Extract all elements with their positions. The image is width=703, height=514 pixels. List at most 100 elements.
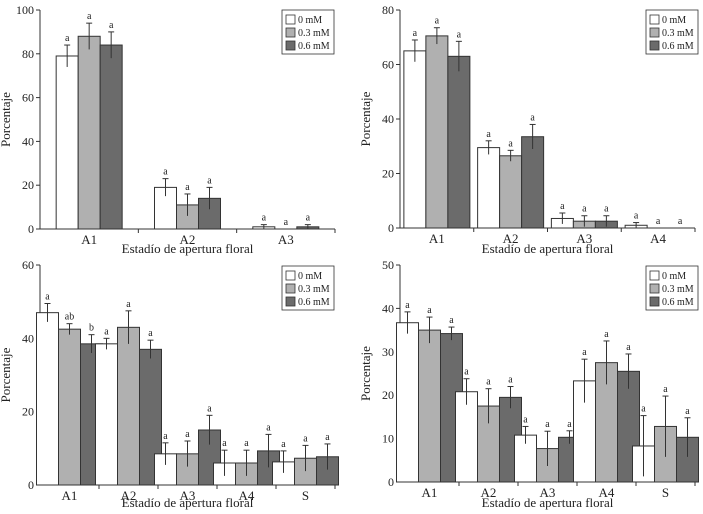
x-category-label: A4 xyxy=(599,485,615,500)
significance-letter: a xyxy=(45,292,50,303)
legend: 0 mM 0.3 mM 0.6 mM xyxy=(645,265,699,311)
significance-letter: a xyxy=(222,438,227,449)
significance-letter: a xyxy=(306,213,311,224)
y-tick-label: 0 xyxy=(388,221,394,235)
significance-letter: a xyxy=(656,216,661,227)
legend-swatch xyxy=(285,296,296,307)
y-axis-title: Porcentaje xyxy=(0,347,13,402)
significance-letter: a xyxy=(582,347,587,358)
legend-label: 0.6 mM xyxy=(298,41,330,52)
significance-letter: a xyxy=(435,16,440,27)
legend-swatch xyxy=(285,27,296,38)
significance-letter: a xyxy=(207,403,212,414)
y-tick-label: 0 xyxy=(28,478,34,492)
y-tick-label: 30 xyxy=(382,345,394,359)
legend-label: 0.6 mM xyxy=(662,297,694,308)
significance-letter: a xyxy=(678,216,683,227)
x-category-label: A3 xyxy=(540,485,556,500)
bar xyxy=(403,50,427,229)
significance-letter: a xyxy=(604,329,609,340)
legend-swatch xyxy=(285,283,296,294)
x-category-label: A4 xyxy=(239,488,255,503)
y-tick-label: 40 xyxy=(22,331,34,345)
x-category-label: A2 xyxy=(481,485,497,500)
legend-label: 0.3 mM xyxy=(298,284,330,295)
bar xyxy=(521,136,545,229)
y-axis-title: Porcentaje xyxy=(358,346,373,401)
significance-letter: a xyxy=(65,33,70,44)
y-tick-label: 40 xyxy=(382,112,394,126)
significance-letter: a xyxy=(582,204,587,215)
bar xyxy=(99,44,123,230)
significance-letter: a xyxy=(641,404,646,415)
x-category-label: A4 xyxy=(650,231,666,246)
significance-letter: a xyxy=(87,11,92,22)
significance-letter: a xyxy=(303,433,308,444)
x-axis-title: Estadío de apertura floral xyxy=(482,241,614,256)
chart-panel-4: 0 10 20 30 40 50 Porcentaje A1 a a a A2 a a a A3 a a a A4 a a… xyxy=(358,258,699,510)
y-tick-label: 40 xyxy=(22,134,34,148)
legend-label: 0.3 mM xyxy=(662,284,694,295)
legend-label: 0.6 mM xyxy=(298,297,330,308)
x-axis-title: Estadío de apertura floral xyxy=(122,241,254,256)
legend-label: 0.3 mM xyxy=(298,28,330,39)
significance-letter: a xyxy=(185,429,190,440)
bar xyxy=(447,55,471,229)
x-category-label: A2 xyxy=(503,231,519,246)
chart-panel-1: 0 20 40 60 80 100 Porcentaje A1 a a a A2 a a a A3 a a a Est… xyxy=(0,3,336,256)
significance-letter: b xyxy=(89,323,94,334)
legend-swatch xyxy=(285,270,296,281)
bar xyxy=(418,329,441,483)
legend-swatch xyxy=(649,283,660,294)
significance-letter: a xyxy=(545,419,550,430)
x-category-label: A1 xyxy=(422,485,438,500)
significance-letter: a xyxy=(126,299,131,310)
significance-letter: a xyxy=(405,300,410,311)
legend: 0 mM 0.3 mM 0.6 mM xyxy=(281,9,335,55)
chart-panel-2: 0 20 40 60 80 Porcentaje A1 a a a A2 a a a A3 a a a A4 a a a E… xyxy=(358,3,699,256)
y-tick-label: 100 xyxy=(16,3,34,17)
bar xyxy=(396,322,419,483)
significance-letter: a xyxy=(604,204,609,215)
significance-letter: a xyxy=(262,213,267,224)
x-category-label: A1 xyxy=(81,232,97,247)
legend: 0 mM 0.3 mM 0.6 mM xyxy=(281,265,335,311)
legend-swatch xyxy=(649,27,660,38)
x-category-label: A2 xyxy=(180,232,196,247)
legend-swatch xyxy=(285,14,296,25)
significance-letter: a xyxy=(508,375,513,386)
legend: 0 mM 0.3 mM 0.6 mM xyxy=(645,9,699,55)
significance-letter: a xyxy=(523,414,528,425)
y-tick-label: 50 xyxy=(382,258,394,272)
significance-letter: a xyxy=(284,217,289,228)
bar xyxy=(36,312,59,486)
y-tick-label: 20 xyxy=(382,167,394,181)
legend-swatch xyxy=(649,14,660,25)
significance-letter: a xyxy=(109,20,114,31)
legend-swatch xyxy=(649,270,660,281)
bar xyxy=(58,328,81,486)
significance-letter: a xyxy=(163,167,168,178)
x-category-label: S xyxy=(302,488,309,503)
bar xyxy=(77,35,101,230)
significance-letter: a xyxy=(508,138,513,149)
significance-letter: ab xyxy=(65,312,74,323)
significance-letter: a xyxy=(325,432,330,443)
legend-label: 0 mM xyxy=(298,271,322,282)
significance-letter: a xyxy=(486,129,491,140)
x-category-label: A2 xyxy=(121,488,137,503)
y-tick-label: 0 xyxy=(28,222,34,236)
significance-letter: a xyxy=(449,315,454,326)
significance-letter: a xyxy=(413,28,418,39)
legend-swatch xyxy=(285,40,296,51)
x-category-label: A1 xyxy=(62,488,78,503)
significance-letter: a xyxy=(427,305,432,316)
significance-letter: a xyxy=(530,112,535,123)
legend-swatch xyxy=(649,40,660,51)
bar xyxy=(499,155,523,229)
y-axis-title: Porcentaje xyxy=(0,92,13,147)
bar xyxy=(425,35,449,229)
x-axis-title: Estadío de apertura floral xyxy=(482,495,614,510)
